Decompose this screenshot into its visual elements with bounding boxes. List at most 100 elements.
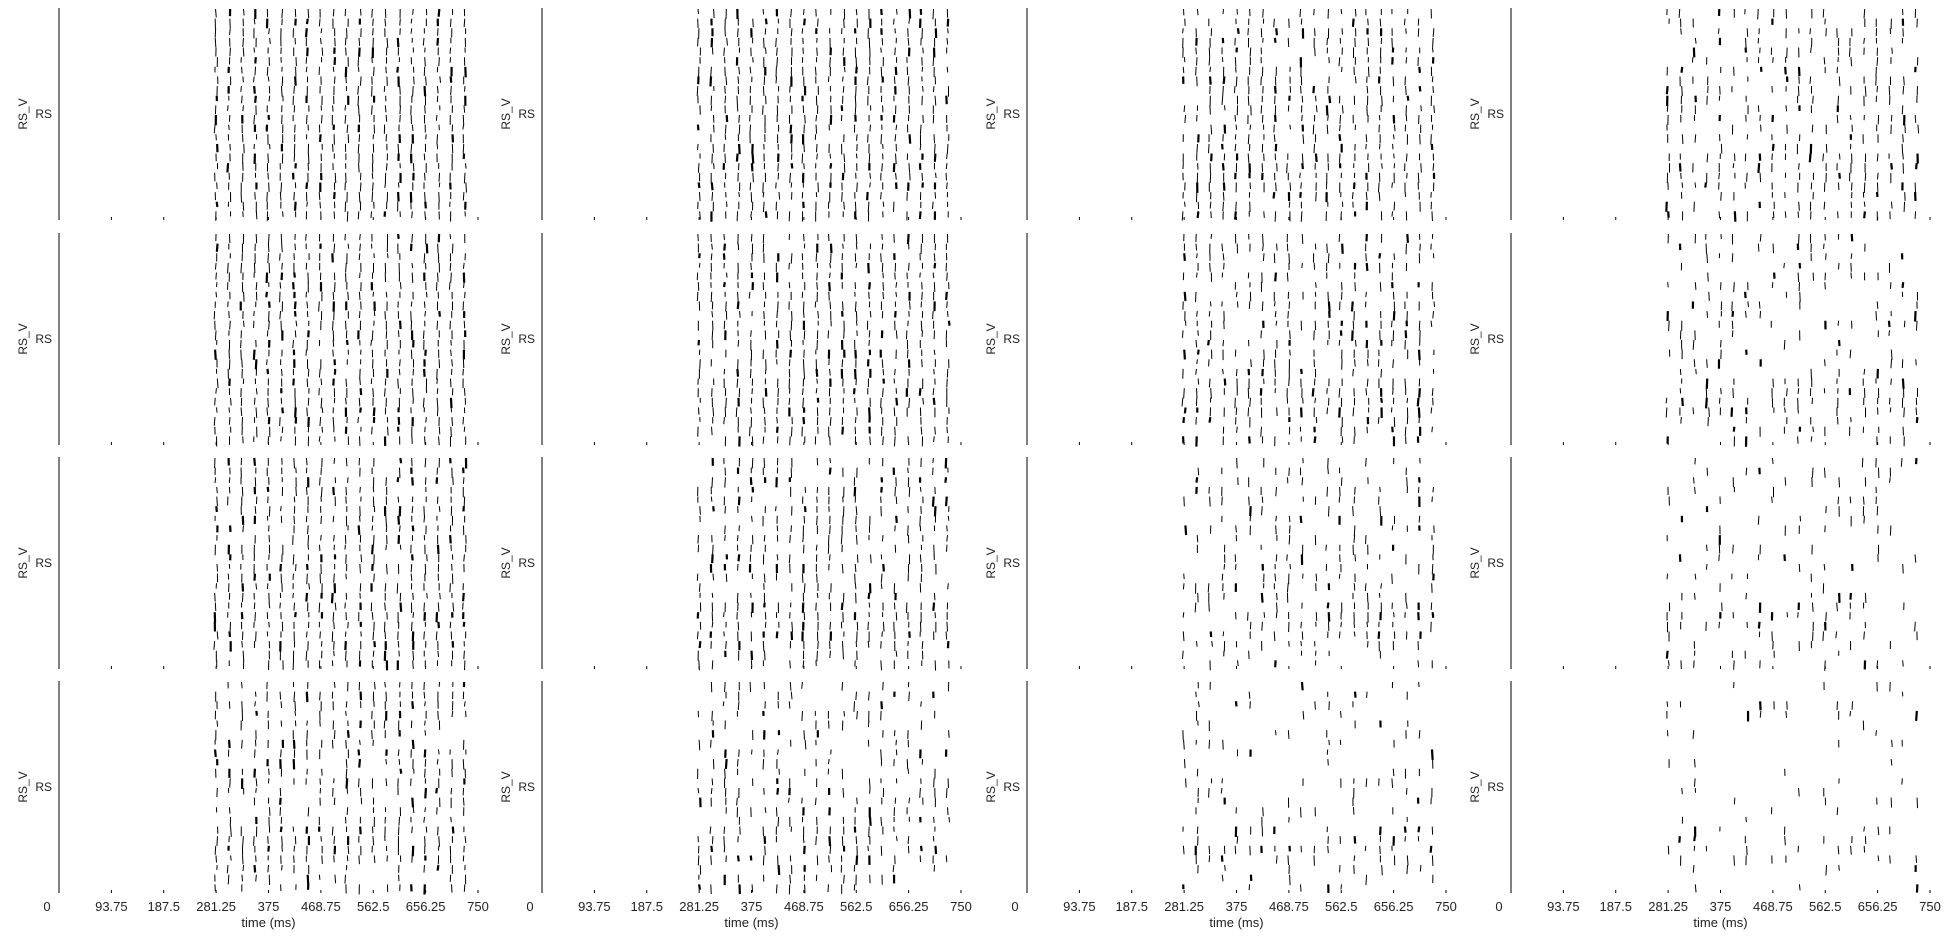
spike-mark (373, 535, 375, 545)
spike-mark (840, 602, 844, 611)
y-tick-label: RS (35, 556, 52, 570)
spike-mark (358, 311, 361, 319)
spike-mark (1902, 134, 1904, 143)
spike-mark (869, 436, 871, 446)
spike-mark (332, 417, 335, 428)
spike-mark (423, 749, 427, 758)
spike-mark (385, 330, 388, 339)
spike-mark (1902, 660, 1904, 667)
spike-mark (711, 660, 714, 670)
spike-mark (436, 397, 439, 408)
spike-mark (1287, 311, 1289, 319)
spike-mark (385, 525, 388, 533)
spike-mark (1260, 330, 1262, 339)
spike-mark (1665, 650, 1669, 659)
spike-mark (216, 631, 219, 640)
spike-mark (738, 66, 740, 75)
spike-mark (371, 172, 374, 179)
spike-mark (712, 573, 715, 581)
spike-mark (1404, 330, 1408, 339)
spike-mark (1302, 710, 1305, 720)
spike-mark (449, 583, 451, 593)
spike-mark (359, 243, 361, 251)
spike-mark (841, 192, 843, 202)
spike-mark (1365, 457, 1367, 467)
spike-mark (1824, 282, 1826, 290)
spike-mark (1406, 397, 1409, 404)
spike-mark (216, 378, 219, 389)
spike-mark (931, 201, 934, 210)
spike-mark (1326, 124, 1329, 135)
spike-mark (881, 359, 884, 369)
spike-mark (411, 211, 413, 219)
spike-mark (841, 426, 844, 435)
spike-mark (841, 359, 844, 368)
spike-mark (255, 282, 258, 291)
spike-mark (384, 681, 386, 688)
spike-mark (751, 749, 753, 755)
spike-mark (932, 388, 935, 396)
spike-mark (372, 836, 375, 846)
spike-mark (1875, 311, 1878, 321)
spike-mark (919, 845, 923, 852)
spike-mark (817, 311, 819, 319)
spike-mark (385, 477, 387, 486)
spike-mark (1785, 710, 1788, 718)
spike-mark (1784, 836, 1786, 846)
spike-mark (305, 18, 309, 25)
spike-mark (213, 124, 216, 134)
spike-raster (696, 457, 950, 671)
spike-mark (242, 525, 245, 533)
spike-mark (1705, 563, 1708, 570)
spike-mark (1274, 272, 1278, 282)
spike-mark (698, 884, 701, 890)
spike-mark (1694, 457, 1696, 465)
spike-mark (463, 320, 466, 329)
spike-mark (1824, 660, 1826, 671)
spike-mark (1797, 272, 1800, 283)
spike-mark (267, 153, 269, 163)
spike-mark (1678, 8, 1681, 18)
spike-mark (894, 426, 896, 436)
spike-mark (1353, 621, 1356, 628)
spike-mark (240, 349, 242, 360)
spike-mark (359, 739, 361, 745)
spike-mark (1366, 105, 1368, 116)
spike-mark (266, 583, 269, 590)
spike-mark (908, 262, 910, 271)
spike-mark (320, 836, 322, 842)
spike-mark (788, 701, 791, 709)
spike-mark (869, 787, 871, 794)
spike-mark (801, 710, 804, 722)
spike-mark (764, 47, 767, 55)
spike-mark (881, 163, 883, 172)
spike-mark (802, 301, 805, 312)
spike-mark (790, 253, 793, 264)
spike-mark (709, 826, 712, 834)
spike-mark (358, 397, 361, 407)
spike-mark (699, 506, 701, 515)
x-axis-label: time (ms) (241, 915, 295, 930)
spike-mark (385, 291, 388, 298)
spike-mark (1299, 172, 1301, 179)
spike-mark (803, 730, 805, 740)
spike-mark (346, 807, 349, 815)
spike-mark (762, 855, 765, 866)
spike-mark (463, 388, 466, 396)
spike-mark (282, 211, 284, 217)
spike-mark (855, 262, 858, 269)
spike-mark (240, 86, 242, 92)
spike-raster (696, 233, 951, 447)
spike-mark (1353, 631, 1356, 637)
spike-mark (1340, 884, 1343, 890)
spike-mark (1366, 359, 1369, 367)
spike-mark (788, 554, 791, 564)
spike-mark (868, 153, 871, 164)
spike-mark (1746, 172, 1748, 182)
spike-mark (345, 397, 347, 405)
spike-mark (724, 134, 727, 140)
spike-mark (398, 525, 401, 532)
spike-mark (880, 816, 883, 826)
spike-mark (895, 515, 898, 524)
spike-mark (463, 282, 465, 288)
